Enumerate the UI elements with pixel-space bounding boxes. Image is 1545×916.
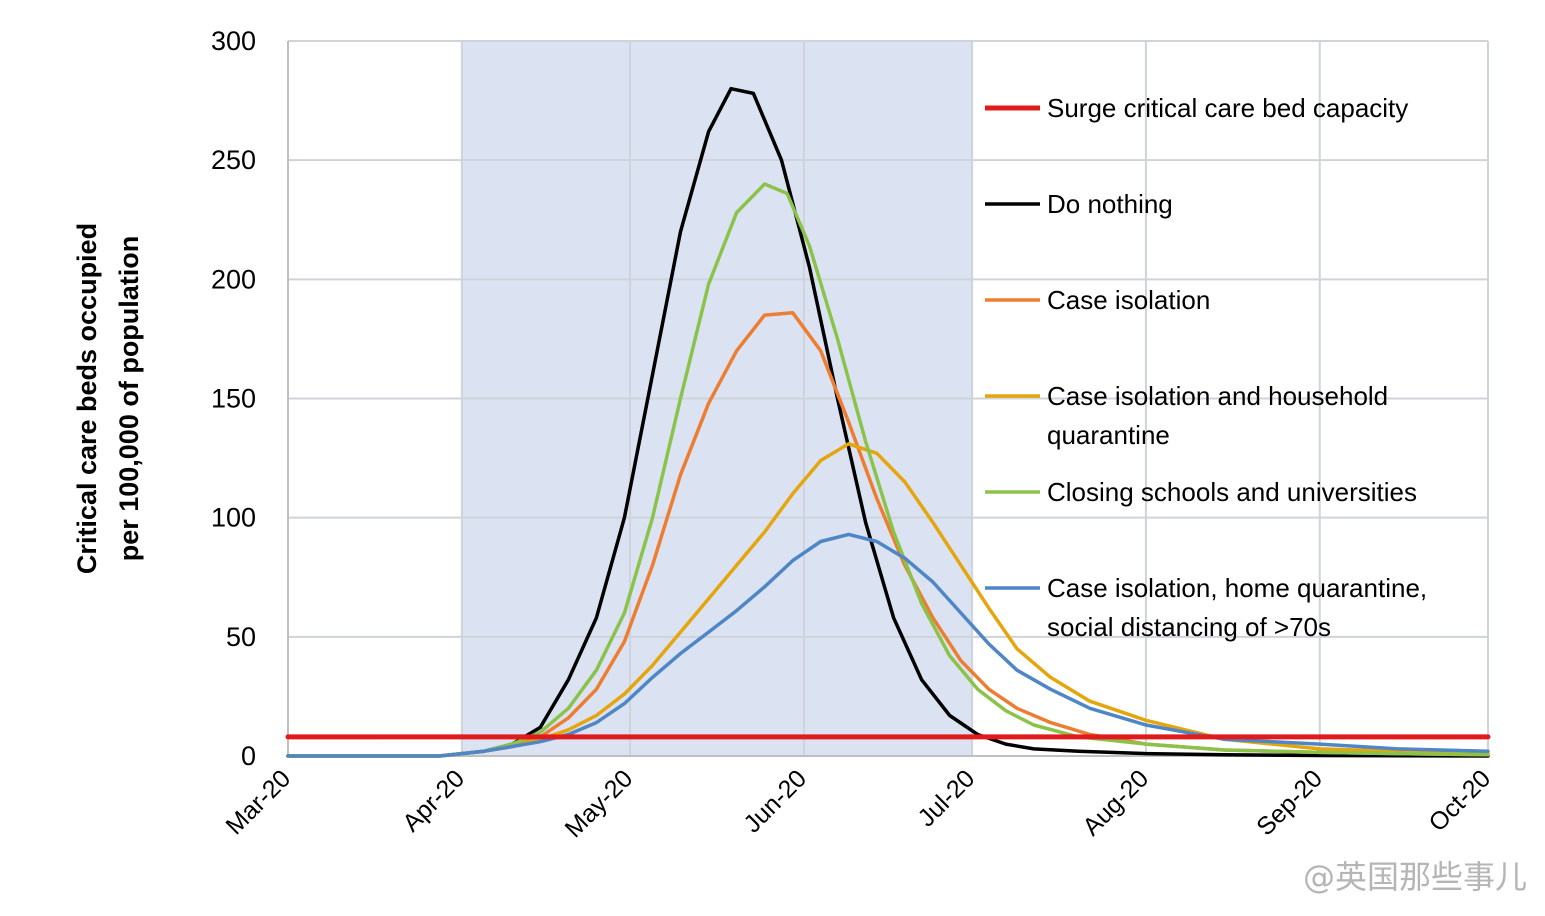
- legend-label: quarantine: [1047, 420, 1170, 450]
- y-axis-label-line: per 100,000 of population: [114, 236, 144, 562]
- legend-label: Case isolation, home quarantine,: [1047, 573, 1427, 603]
- y-axis-label: Critical care beds occupied per 100,000 o…: [72, 223, 144, 574]
- x-tick-label: Aug-20: [1077, 764, 1154, 841]
- series-line: [286, 442, 1490, 758]
- legend-label: Case isolation and household: [1047, 381, 1388, 411]
- y-tick-label: 150: [211, 384, 256, 414]
- legend-label: social distancing of >70s: [1047, 612, 1331, 642]
- series-lines: [285, 86, 1491, 758]
- x-tick-label: Jul-20: [912, 764, 980, 832]
- x-tick-label: Oct-20: [1423, 764, 1496, 837]
- x-tick-label: Apr-20: [397, 764, 470, 837]
- y-tick-label: 200: [211, 264, 256, 294]
- y-axis-label-line: Critical care beds occupied: [72, 223, 102, 574]
- x-tick-label: May-20: [560, 764, 639, 843]
- legend-label: Case isolation: [1047, 285, 1210, 315]
- legend-label: Surge critical care bed capacity: [1047, 93, 1408, 123]
- legend: Surge critical care bed capacity Do nothi…: [985, 93, 1427, 642]
- y-tick-label: 250: [211, 145, 256, 175]
- y-tick-labels: 0 50 100 150 200 250 300: [211, 26, 256, 771]
- x-tick-label: Mar-20: [220, 764, 296, 840]
- x-tick-label: Sep-20: [1251, 764, 1328, 841]
- watermark: @英国那些事儿: [1302, 858, 1527, 896]
- y-tick-label: 50: [226, 622, 256, 652]
- y-tick-label: 100: [211, 503, 256, 533]
- x-tick-label: Jun-20: [738, 764, 812, 838]
- y-tick-label: 0: [241, 741, 256, 771]
- legend-label: Closing schools and universities: [1047, 477, 1417, 507]
- y-tick-label: 300: [211, 26, 256, 56]
- x-tick-labels: Mar-20 Apr-20 May-20 Jun-20 Jul-20 Aug-20 Sep-…: [220, 764, 1496, 843]
- legend-label: Do nothing: [1047, 189, 1173, 219]
